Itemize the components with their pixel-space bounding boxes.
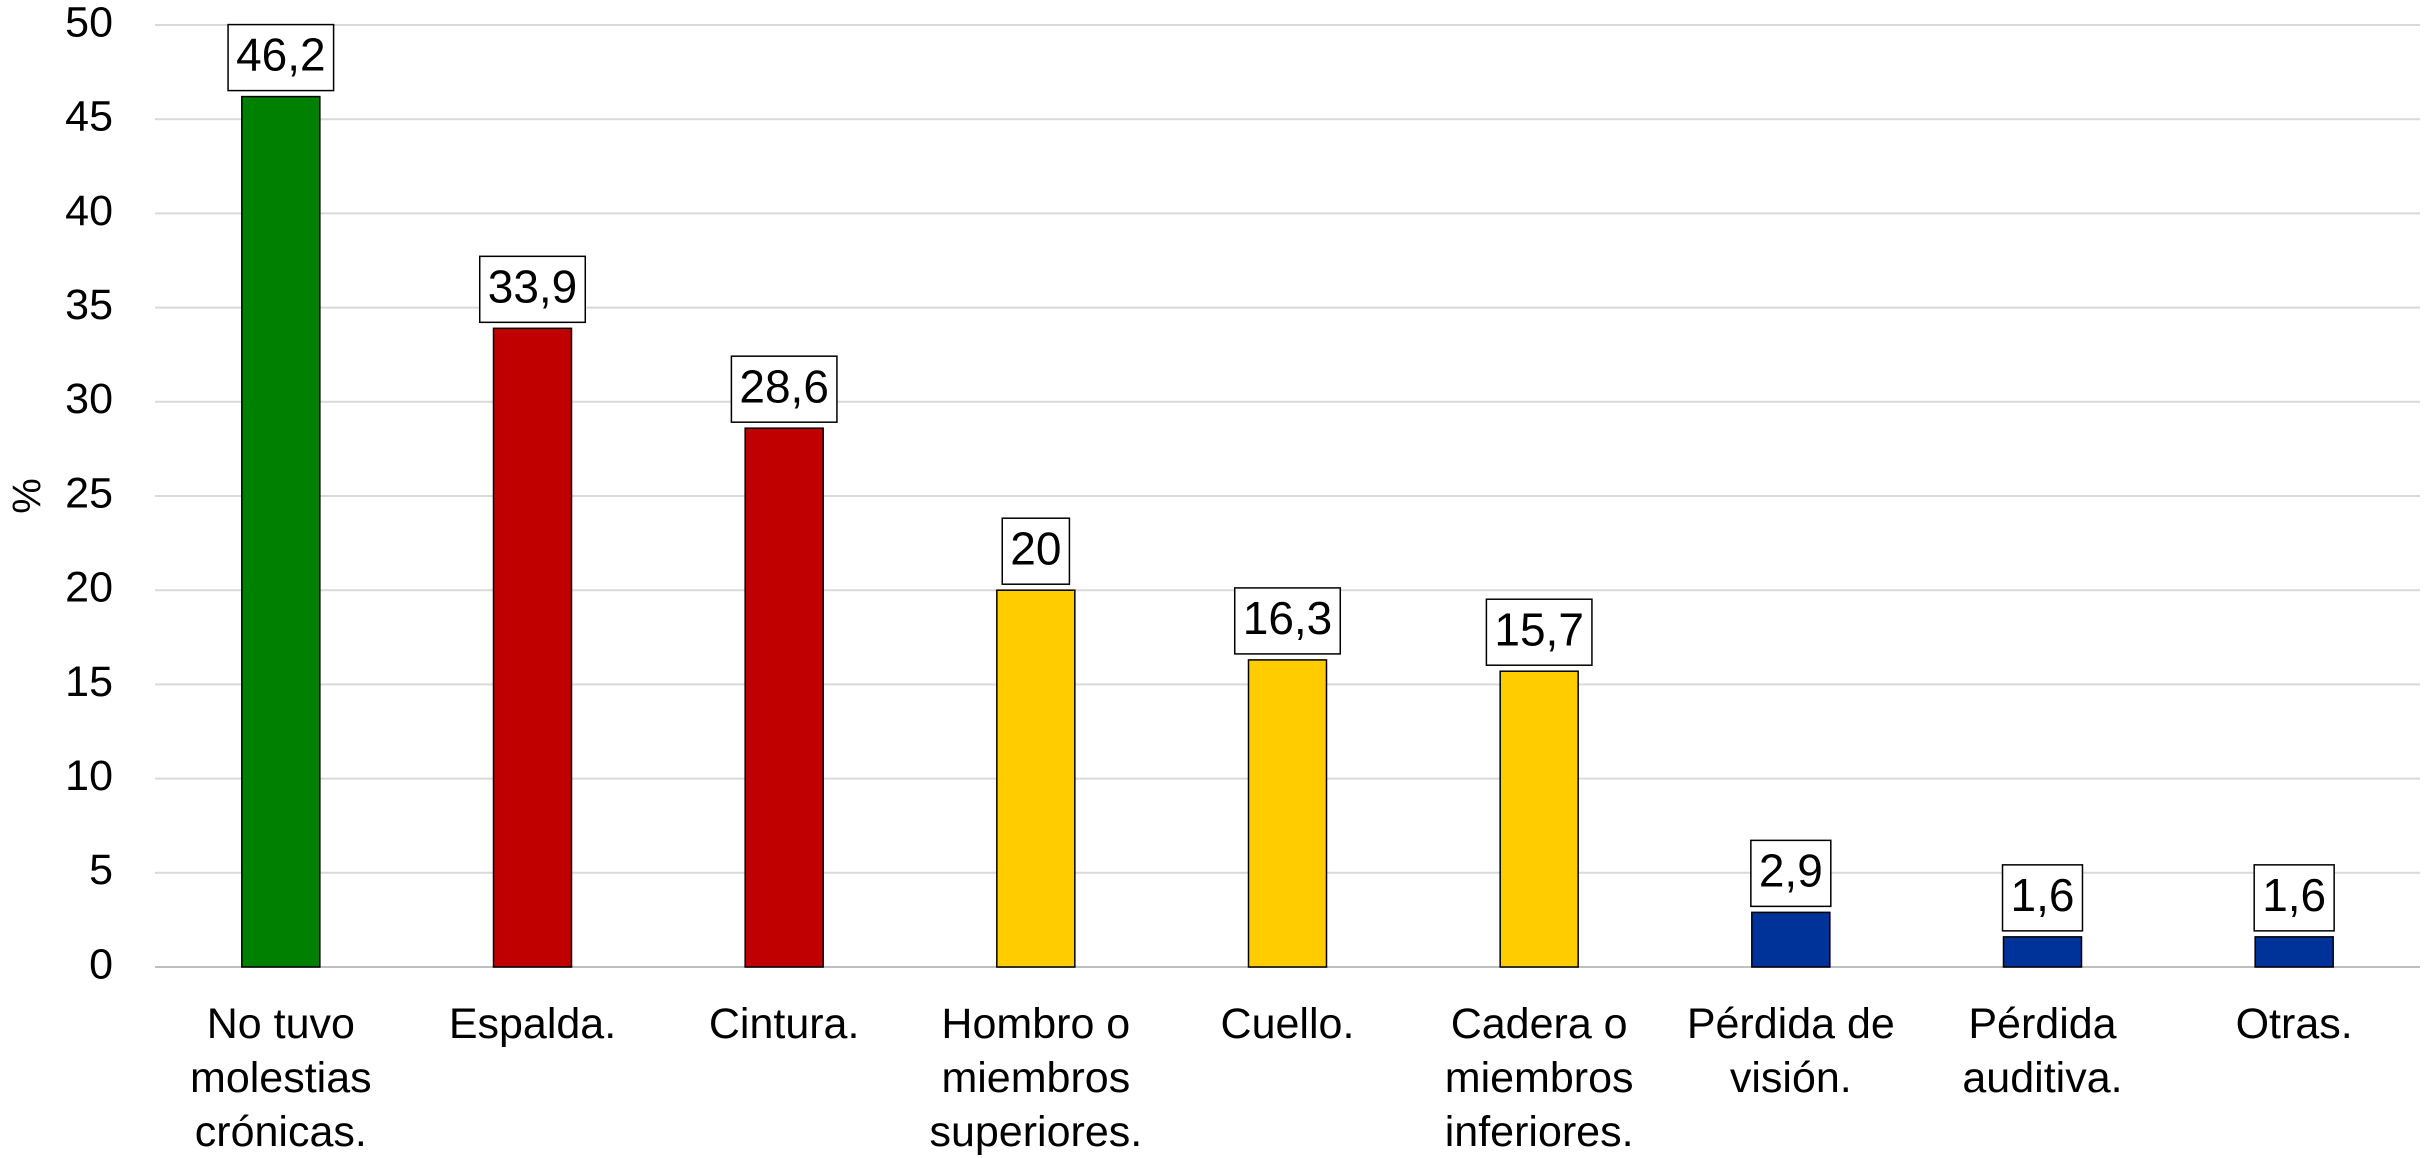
data-label: 16,3	[1243, 592, 1333, 644]
bar	[1499, 670, 1579, 968]
data-label-box	[730, 355, 838, 423]
data-label-box	[2001, 864, 2084, 932]
bar	[492, 327, 573, 968]
bar	[241, 95, 321, 968]
x-tick-label: No tuvo molestias crónicas.	[190, 1000, 372, 1156]
y-tick-label: 5	[89, 846, 113, 894]
y-tick-label: 50	[65, 0, 113, 46]
data-label-box	[227, 23, 335, 92]
data-label: 46,2	[236, 29, 326, 81]
data-label-box	[1485, 598, 1593, 666]
data-label: 33,9	[488, 260, 578, 312]
x-tick-label: Hombro o miembros superiores.	[929, 1000, 1143, 1156]
data-label: 15,7	[1494, 603, 1584, 655]
x-tick-label: Cadera o miembros inferiores.	[1444, 1000, 1634, 1156]
data-label-box	[2253, 864, 2335, 932]
x-tick-label: Pérdida auditiva.	[1962, 1000, 2123, 1102]
y-tick-label: 10	[65, 752, 113, 800]
data-label: 2,9	[1759, 845, 1823, 897]
x-tick-label: Otras.	[2235, 1000, 2353, 1048]
y-tick-label: 15	[65, 658, 113, 706]
data-label-box	[478, 255, 587, 324]
y-tick-label: 30	[65, 375, 113, 423]
y-tick-label: 45	[65, 93, 113, 141]
data-label: 20	[1010, 522, 1061, 574]
data-label-box	[1750, 839, 1832, 908]
y-tick-label: 25	[65, 469, 113, 517]
bar	[996, 589, 1076, 968]
x-tick-label: Espalda.	[448, 1000, 617, 1048]
y-tick-label: 40	[65, 187, 113, 235]
data-label: 1,6	[2262, 869, 2326, 921]
y-tick-label: 35	[65, 281, 113, 329]
y-axis-label: %	[6, 478, 50, 514]
data-label-box	[1233, 587, 1342, 655]
y-tick-label: 20	[65, 564, 113, 612]
data-label: 28,6	[739, 360, 829, 412]
bar	[2002, 936, 2083, 968]
data-label: 1,6	[2011, 869, 2075, 921]
x-tick-label: Cuello.	[1220, 1000, 1355, 1048]
data-label-box	[1001, 517, 1071, 585]
x-tick-label: Cintura.	[708, 1000, 860, 1048]
bar	[1247, 659, 1328, 968]
bar	[2254, 936, 2334, 968]
x-tick-label: Pérdida de visión.	[1686, 1000, 1895, 1102]
y-tick-label: 0	[89, 940, 113, 988]
bar	[744, 427, 824, 968]
bar	[1751, 911, 1831, 968]
